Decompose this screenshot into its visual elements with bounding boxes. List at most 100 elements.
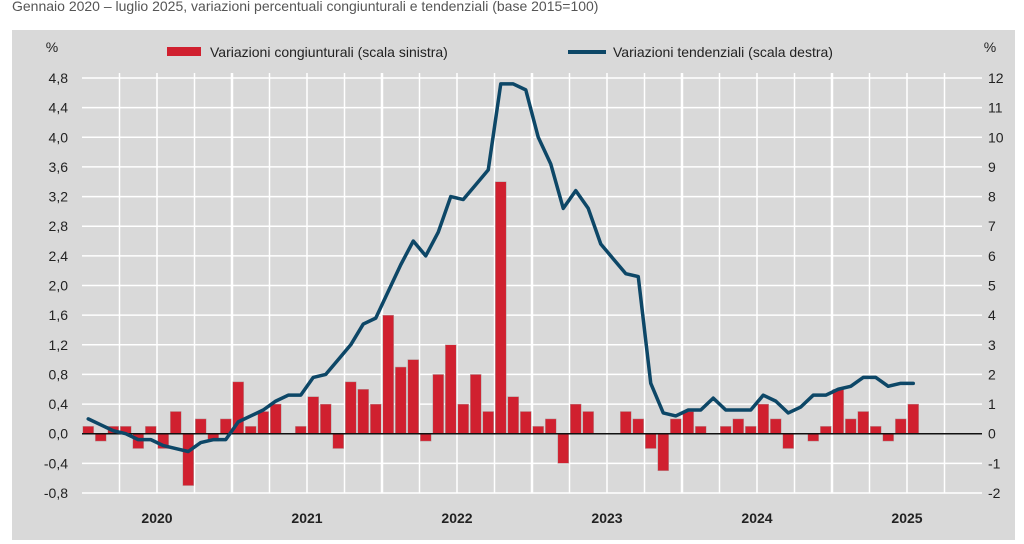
right-tick-label: 6: [988, 248, 996, 264]
year-label: 2023: [591, 510, 622, 526]
bar: [545, 418, 557, 434]
left-tick-label: 3,6: [49, 159, 69, 175]
legend-line-label: Variazioni tendenziali (scala destra): [613, 44, 833, 60]
right-tick-label: 7: [988, 218, 996, 234]
axes: -0,8 -0,4 0,0 0,4 0,8 1,2 1,6 2,0 2,4 2,8 3,2 3,6 4,…: [44, 70, 1004, 526]
bar: [582, 411, 594, 434]
bar: [882, 433, 894, 442]
legend-bars-label: Variazioni congiunturali (scala sinistra…: [210, 44, 448, 60]
bar: [557, 433, 569, 464]
bar: [682, 411, 694, 434]
bar: [332, 433, 344, 449]
bar: [770, 418, 782, 434]
bar: [307, 396, 319, 434]
bar: [570, 403, 582, 434]
left-tick-label: 4,0: [49, 129, 69, 145]
bar: [145, 426, 157, 434]
bar: [457, 403, 469, 434]
bar: [907, 403, 919, 434]
right-tick-label: 12: [988, 70, 1004, 86]
bar: [895, 418, 907, 434]
bar: [357, 389, 369, 434]
bar: [632, 418, 644, 434]
bar: [482, 411, 494, 434]
bar: [420, 433, 432, 442]
bar: [732, 418, 744, 434]
bar: [95, 433, 107, 442]
year-label: 2021: [291, 510, 322, 526]
trend-line: [86, 82, 915, 454]
right-tick-label: 10: [988, 129, 1004, 145]
right-tick-label: 8: [988, 189, 996, 205]
bar: [182, 433, 194, 486]
bar: [532, 426, 544, 434]
year-label: 2022: [441, 510, 472, 526]
right-tick-label: 2: [988, 366, 996, 382]
left-tick-label: 0,4: [49, 396, 69, 412]
bar: [657, 433, 669, 472]
bar: [645, 433, 657, 449]
right-tick-label: 11: [988, 100, 1003, 116]
right-tick-label: 3: [988, 337, 996, 353]
bar: [470, 374, 482, 434]
bar: [507, 396, 519, 434]
bar: [320, 403, 332, 434]
right-tick-label: 9: [988, 159, 996, 175]
right-axis-unit: %: [984, 39, 996, 55]
bar: [845, 418, 857, 434]
left-tick-label: 2,0: [49, 278, 69, 294]
bar: [820, 426, 832, 434]
right-tick-label: -1: [988, 455, 1001, 471]
bar: [745, 426, 757, 434]
right-tick-label: 1: [988, 396, 996, 412]
bar: [807, 433, 819, 442]
bar: [245, 426, 257, 434]
bar: [295, 426, 307, 434]
bar: [670, 418, 682, 434]
right-tick-label: -2: [988, 485, 1001, 501]
bar: [720, 426, 732, 434]
bar: [170, 411, 182, 434]
left-tick-label: 2,4: [49, 248, 69, 264]
left-tick-label: 4,4: [49, 100, 69, 116]
bar: [370, 403, 382, 434]
bar: [757, 403, 769, 434]
bar: [257, 411, 269, 434]
bar: [495, 181, 507, 434]
left-tick-label: -0,8: [44, 485, 68, 501]
bar: [832, 389, 844, 434]
year-label: 2025: [891, 510, 922, 526]
bar: [870, 426, 882, 434]
bar: [520, 411, 532, 434]
right-tick-label: 4: [988, 307, 996, 323]
bar: [695, 426, 707, 434]
left-tick-label: -0,4: [44, 455, 68, 471]
bar: [445, 344, 457, 434]
legend-bar-swatch: [167, 47, 201, 56]
bar: [270, 403, 282, 434]
left-tick-label: 0,8: [49, 366, 69, 382]
bars: [82, 181, 919, 486]
bar: [432, 374, 444, 434]
bar: [382, 314, 394, 434]
bar: [345, 381, 357, 434]
right-tick-label: 0: [988, 426, 996, 442]
bar: [395, 366, 407, 434]
trend-line-group: [86, 82, 915, 454]
year-label: 2024: [741, 510, 772, 526]
bar: [620, 411, 632, 434]
left-tick-label: 4,8: [49, 70, 69, 86]
bar: [857, 411, 869, 434]
left-tick-label: 3,2: [49, 189, 69, 205]
left-tick-label: 0,0: [49, 426, 69, 442]
left-tick-label: 1,6: [49, 307, 69, 323]
right-tick-label: 5: [988, 278, 996, 294]
chart-subtitle: Gennaio 2020 – luglio 2025, variazioni p…: [12, 0, 599, 14]
bar: [782, 433, 794, 449]
grid: [82, 73, 982, 494]
bar: [82, 426, 94, 434]
year-label: 2020: [141, 510, 172, 526]
left-tick-label: 2,8: [49, 218, 69, 234]
bar: [407, 359, 419, 434]
bar: [195, 418, 207, 434]
